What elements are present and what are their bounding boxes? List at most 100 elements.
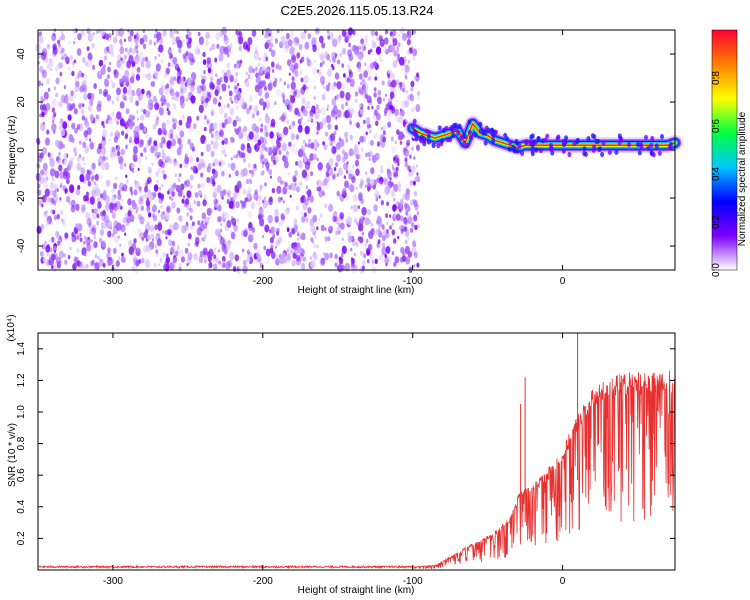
noise-blob [393,156,396,161]
noise-blob [288,72,291,76]
noise-blob [166,119,170,125]
noise-blob [161,122,166,130]
noise-blob [275,258,280,266]
noise-blob [162,29,167,37]
noise-blob [168,239,173,247]
noise-blob [325,84,330,92]
noise-blob [94,254,98,259]
noise-blob [276,231,279,236]
signal-scatter-dot [440,138,445,144]
noise-blob [288,39,293,47]
noise-blob [101,214,106,222]
noise-blob [204,234,207,239]
noise-blob [397,203,404,212]
signal-scatter-dot [660,134,664,140]
noise-blob [225,261,231,271]
noise-blob [136,228,142,236]
noise-blob [316,226,319,231]
noise-blob [42,162,48,171]
signal-scatter-dot [481,130,486,136]
noise-blob [201,237,204,242]
noise-blob [413,156,416,160]
colorbar-tick-label: 0.0 [711,263,722,277]
noise-blob [409,154,412,159]
noise-blob [137,247,140,252]
noise-blob [263,196,266,200]
noise-blob [209,47,212,52]
signal-scatter-dot [555,135,560,142]
noise-blob [330,83,336,91]
noise-blob [321,80,325,86]
noise-blob [210,150,215,158]
noise-blob [133,92,136,96]
noise-blob [392,213,397,221]
noise-blob [158,263,161,267]
noise-blob [122,86,128,94]
noise-blob [181,225,187,234]
noise-blob [191,146,195,152]
noise-blob [131,139,135,145]
noise-blob [294,170,299,177]
noise-blob [376,36,380,42]
noise-blob [396,157,400,164]
noise-blob [271,187,276,194]
noise-blob [332,215,337,223]
noise-blob [180,183,185,191]
noise-blob [193,253,198,261]
noise-blob [317,53,320,57]
noise-blob [115,244,118,249]
noise-blob [348,173,353,180]
noise-blob [313,153,318,160]
noise-blob [188,127,193,134]
noise-blob [297,149,304,158]
noise-blob [257,200,262,206]
noise-blob [237,82,240,87]
noise-blob [60,118,64,124]
signal-scatter-dot [644,134,648,141]
noise-blob [390,189,395,197]
noise-blob [367,244,372,251]
noise-blob [300,232,306,241]
noise-blob [38,55,41,60]
noise-blob [148,193,154,202]
noise-blob [368,129,372,134]
noise-blob [162,264,167,270]
noise-blob [413,264,416,268]
noise-blob [351,176,356,184]
snr-ytick-label: 0.8 [16,436,27,450]
noise-blob [143,127,147,132]
noise-blob [412,240,416,248]
noise-blob [203,126,207,132]
noise-blob [290,183,294,188]
noise-blob [118,27,125,37]
noise-blob [388,109,392,116]
noise-blob [410,86,414,92]
noise-blob [398,225,402,231]
noise-blob [253,252,258,260]
noise-blob [309,256,312,260]
noise-blob [404,192,410,201]
noise-blob [89,196,95,205]
noise-blob [221,83,227,92]
noise-blob [362,216,365,221]
noise-blob [252,68,256,74]
noise-blob [142,57,146,63]
noise-blob [375,112,381,121]
noise-blob [236,189,240,194]
noise-blob [176,244,180,249]
noise-blob [332,38,338,47]
noise-blob [349,78,355,88]
noise-blob [170,184,175,192]
noise-blob [220,149,225,156]
noise-blob [145,133,150,140]
noise-blob [189,174,194,181]
noise-blob [297,111,301,117]
noise-blob [393,238,397,244]
noise-blob [42,103,47,111]
noise-blob [59,101,63,108]
noise-blob [241,201,246,208]
noise-blob [140,231,144,238]
noise-blob [102,155,106,161]
noise-blob [158,186,162,191]
noise-blob [167,190,170,195]
